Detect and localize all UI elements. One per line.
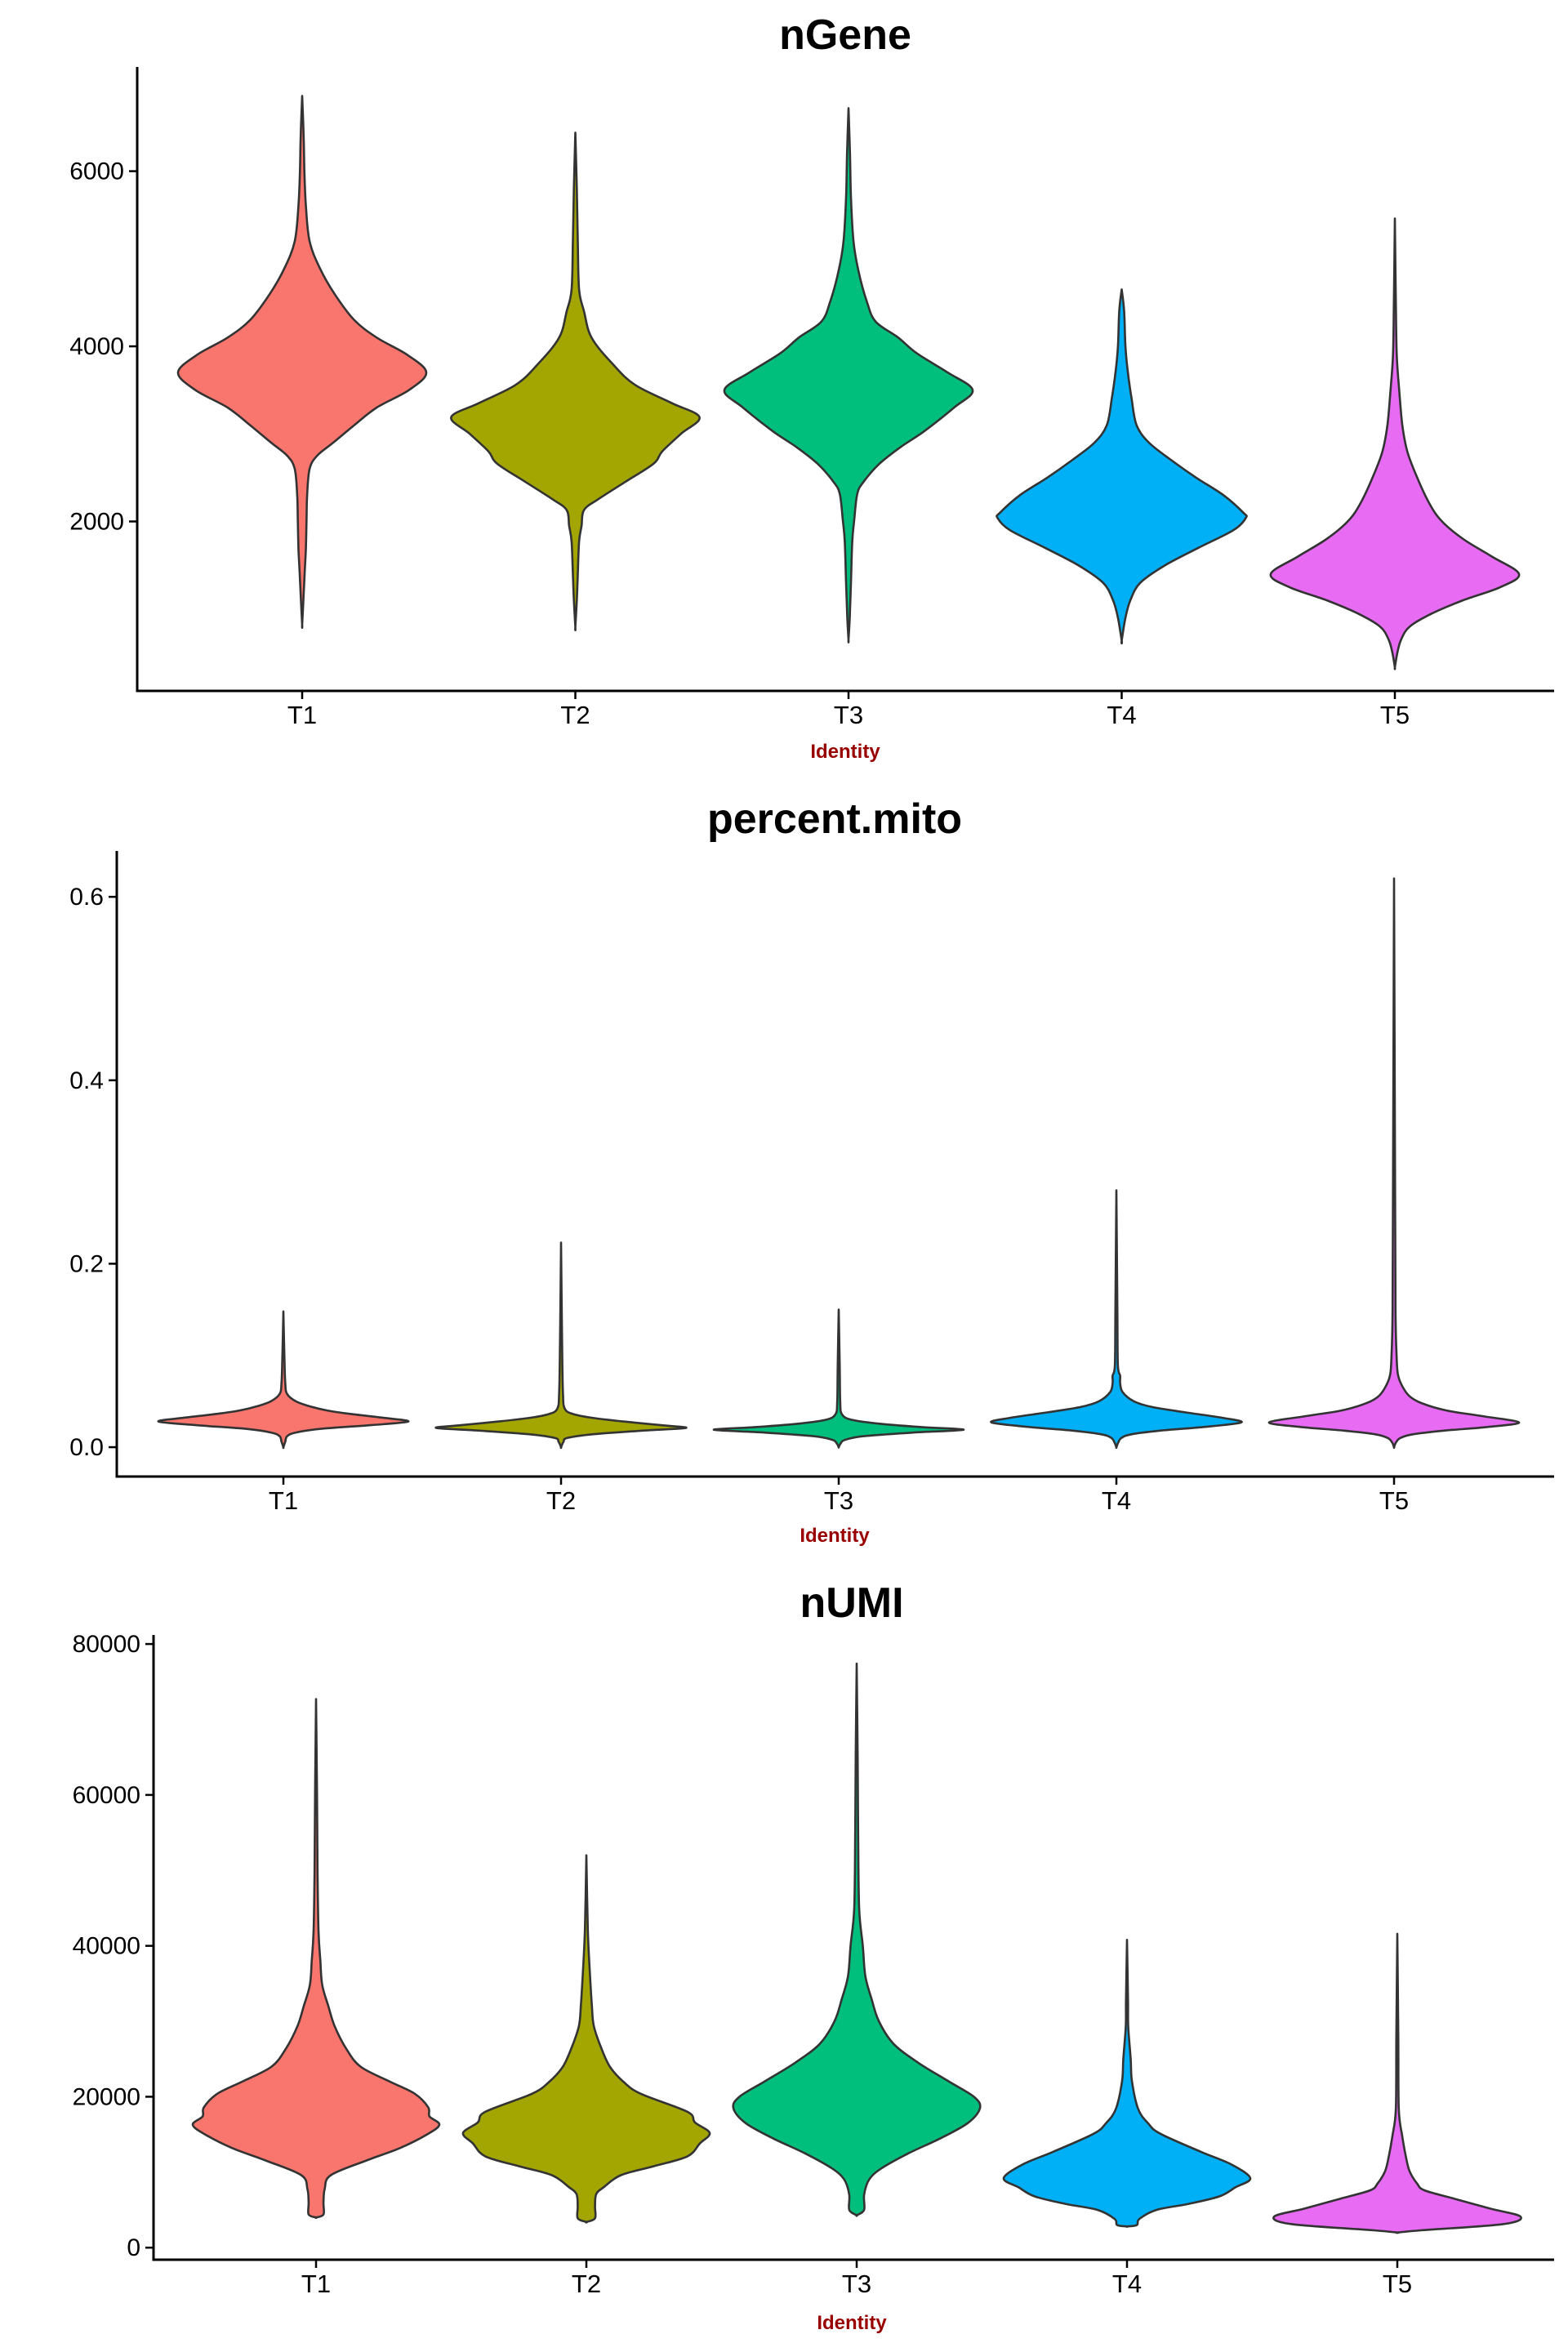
violin-t2 <box>434 1241 688 1450</box>
y-tick-label: 0.4 <box>69 1067 104 1094</box>
violin-t4 <box>996 288 1248 645</box>
x-tick-label: T2 <box>572 2270 601 2298</box>
x-tick-label: T4 <box>1102 1486 1131 1515</box>
violin-t4 <box>1002 1939 1252 2228</box>
x-axis-ticks: T1 T2 T3 T4 T5 <box>301 2260 1412 2298</box>
x-tick-label: T3 <box>834 701 863 729</box>
violin-t1 <box>176 95 428 630</box>
x-axis-title: Identity <box>800 1525 870 1547</box>
violins <box>176 95 1521 670</box>
y-tick-label: 0 <box>127 2234 140 2261</box>
x-tick-label: T1 <box>269 1486 298 1515</box>
x-tick-label: T5 <box>1380 701 1410 729</box>
y-tick-label: 0.0 <box>69 1434 104 1461</box>
violins <box>191 1662 1522 2234</box>
x-tick-label: T4 <box>1112 2270 1142 2298</box>
y-tick-label: 0.2 <box>69 1250 104 1277</box>
x-axis-ticks: T1 T2 T3 T4 T5 <box>269 1477 1409 1515</box>
x-tick-label: T4 <box>1107 701 1136 729</box>
y-tick-label: 0.6 <box>69 884 104 911</box>
panel-ngene: nGene 2000 4000 6000 T1 T2 T3 T4 T5 Identity <box>69 11 1554 763</box>
violin-t5 <box>1267 877 1521 1450</box>
x-tick-label: T1 <box>301 2270 331 2298</box>
x-tick-label: T3 <box>824 1486 853 1515</box>
violin-t3 <box>723 107 974 644</box>
violin-t1 <box>157 1310 410 1450</box>
panel-percent-mito: percent.mito 0.0 0.2 0.4 0.6 T1 T2 T3 T4 T5 Ide… <box>69 795 1554 1547</box>
x-axis-title: Identity <box>817 2312 887 2334</box>
x-tick-label: T3 <box>842 2270 871 2298</box>
y-axis-ticks: 0 20000 40000 60000 80000 <box>73 1631 154 2261</box>
y-tick-label: 60000 <box>73 1782 140 1809</box>
panel-title: nUMI <box>800 1579 903 1627</box>
violin-t5 <box>1272 1932 1522 2234</box>
violin-t5 <box>1269 217 1521 670</box>
panel-title: percent.mito <box>707 795 962 843</box>
x-tick-label: T5 <box>1383 2270 1412 2298</box>
y-tick-label: 4000 <box>69 333 124 360</box>
violin-t1 <box>191 1698 441 2220</box>
panel-title: nGene <box>779 11 911 59</box>
violins <box>157 877 1521 1450</box>
violin-t2 <box>461 1854 711 2224</box>
violin-t4 <box>990 1189 1243 1450</box>
x-axis-ticks: T1 T2 T3 T4 T5 <box>287 691 1410 729</box>
y-axis-ticks: 2000 4000 6000 <box>69 158 137 536</box>
violin-t3 <box>712 1308 965 1449</box>
y-tick-label: 80000 <box>73 1631 140 1658</box>
x-axis-title: Identity <box>810 741 880 763</box>
x-tick-label: T5 <box>1379 1486 1409 1515</box>
y-tick-label: 2000 <box>69 509 124 536</box>
y-axis-ticks: 0.0 0.2 0.4 0.6 <box>69 884 117 1461</box>
y-tick-label: 6000 <box>69 158 124 185</box>
y-tick-label: 40000 <box>73 1933 140 1960</box>
y-tick-label: 20000 <box>73 2083 140 2110</box>
panel-numi: nUMI 0 20000 40000 60000 80000 T1 T2 T3 T4 T5 Id… <box>73 1579 1554 2334</box>
x-tick-label: T2 <box>546 1486 576 1515</box>
violin-t3 <box>732 1662 982 2217</box>
violin-t2 <box>450 131 701 632</box>
x-tick-label: T1 <box>287 701 317 729</box>
x-tick-label: T2 <box>560 701 590 729</box>
